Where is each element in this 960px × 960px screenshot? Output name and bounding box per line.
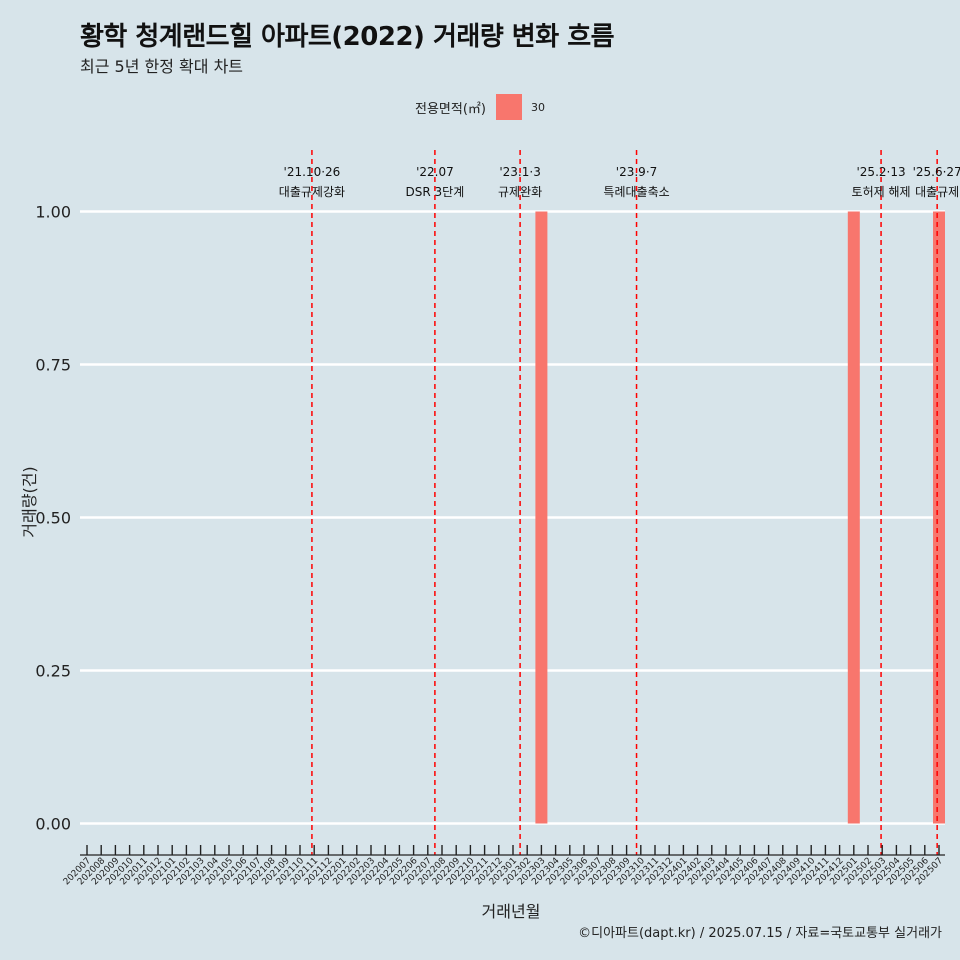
event-date-label: '25.6·27: [913, 165, 960, 179]
x-tick-labels: 2020072020082020092020102020112020122021…: [62, 856, 945, 888]
bars: [535, 211, 945, 824]
event-markers: '21.10·26 대출규제강화 '22.07 DSR 3단계 '23.1·3 규제완화 '…: [279, 150, 960, 855]
bar: [933, 211, 945, 824]
legend-title: 전용면적(㎡): [415, 101, 486, 117]
x-axis: [80, 845, 945, 856]
event-date-label: '22.07: [416, 165, 454, 179]
gridlines: [80, 210, 945, 825]
event-name-label: 대출규제: [915, 185, 959, 199]
y-axis-label: 거래량(건): [20, 466, 39, 538]
event-name-label: 토허제 해제: [852, 185, 911, 199]
event-date-label: '25.2·13: [857, 165, 906, 179]
event-name-label: 규제완화: [498, 185, 542, 199]
y-tick-label: 1.00: [35, 203, 71, 222]
legend-swatch-30: [495, 94, 522, 120]
bar: [535, 211, 548, 824]
event-date-label: '23.9·7: [616, 165, 657, 179]
chart-subtitle: 최근 5년 한정 확대 차트: [80, 57, 244, 76]
y-tick-label: 0.00: [35, 815, 71, 834]
legend: 전용면적(㎡) 30: [0, 93, 960, 121]
y-tick-label: 0.50: [35, 509, 71, 528]
event-name-label: 대출규제강화: [279, 185, 345, 199]
x-axis-label: 거래년월: [481, 902, 541, 921]
y-tick-label: 0.75: [35, 356, 71, 375]
source-caption: ©디아파트(dapt.kr) / 2025.07.15 / 자료=국토교통부 실…: [578, 926, 942, 941]
y-tick-label: 0.25: [35, 662, 71, 681]
event-name-label: 특례대출축소: [603, 185, 669, 199]
bar: [847, 211, 860, 824]
y-tick-labels: 0.00 0.25 0.50 0.75 1.00: [35, 203, 71, 834]
event-name-label: DSR 3단계: [406, 185, 465, 199]
event-date-label: '23.1·3: [499, 165, 540, 179]
legend-label-30: 30: [530, 100, 545, 114]
chart-title: 황학 청계랜드힐 아파트(2022) 거래량 변화 흐름: [80, 22, 615, 52]
event-date-label: '21.10·26: [284, 165, 341, 179]
